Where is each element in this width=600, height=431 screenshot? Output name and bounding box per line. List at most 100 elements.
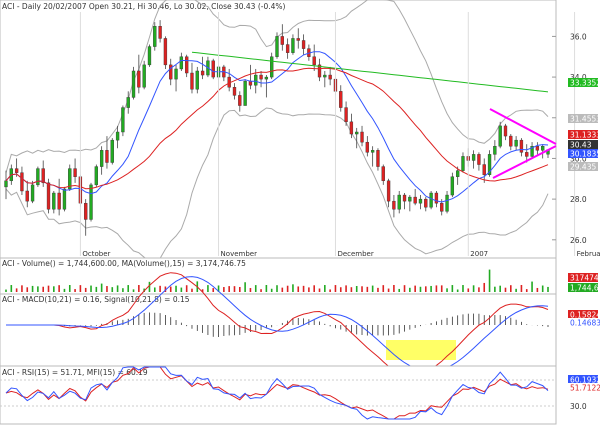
volume-bar	[201, 289, 204, 292]
volume-bar	[228, 286, 230, 292]
volume-bar	[334, 285, 337, 292]
y-tick-label: 26.0	[570, 236, 587, 245]
candle-body	[285, 44, 290, 53]
candle-body	[365, 141, 369, 153]
volume-bar	[254, 285, 257, 292]
volume-bar	[63, 288, 66, 292]
candle-body	[317, 64, 322, 78]
volume-bar	[116, 285, 119, 292]
candle-body	[4, 180, 8, 188]
price-value-label: 30.43	[570, 141, 592, 150]
volume-bar	[494, 286, 496, 292]
candle-body	[169, 64, 173, 80]
candle-body	[280, 36, 284, 45]
volume-bar	[180, 287, 183, 292]
volume-bar	[414, 285, 416, 292]
ma-red-line	[5, 67, 549, 190]
candle-body	[461, 156, 465, 171]
candle-body	[370, 150, 375, 153]
volume-bar	[361, 286, 363, 292]
candle-body	[110, 139, 114, 163]
candle-body	[259, 74, 263, 80]
candle-body	[301, 40, 306, 49]
rsi-panel	[0, 365, 557, 425]
volume-bar	[525, 289, 528, 292]
volume-bar	[26, 287, 29, 292]
candle-body	[62, 188, 67, 210]
rsi-title: ACI - RSI(15) = 51.71, MFI(15) = 60.19	[2, 368, 148, 377]
volume-bar	[536, 287, 539, 292]
candle-body	[386, 180, 391, 202]
ma-blue-line	[5, 51, 549, 203]
volume-bar	[472, 285, 475, 292]
volume-bar	[10, 285, 13, 292]
volume-bar	[483, 282, 486, 292]
volume-bar	[520, 285, 523, 292]
candle-body	[195, 70, 199, 90]
volume-bar	[79, 285, 82, 292]
candle-body	[73, 168, 77, 177]
volume-bar	[387, 288, 390, 292]
candle-body	[487, 154, 492, 175]
volume-bar	[106, 286, 108, 292]
candle-body	[115, 131, 120, 141]
volume-bar	[324, 285, 326, 292]
candle-body	[291, 38, 295, 53]
mfi-line	[5, 366, 549, 420]
candle-body	[519, 139, 524, 153]
candle-body	[99, 150, 104, 167]
volume-bar	[185, 285, 188, 292]
y-tick-label: 34.0	[570, 73, 587, 82]
volume-bar	[122, 288, 124, 292]
volume-bar	[377, 287, 379, 292]
candle-body	[296, 38, 300, 41]
volume-bar	[286, 285, 289, 292]
volume-bar	[398, 288, 401, 292]
candle-body	[57, 192, 61, 210]
candle-body	[493, 146, 497, 155]
volume-bar	[15, 288, 18, 292]
price-value-box	[568, 78, 598, 87]
volume-bar	[308, 287, 310, 292]
volume-bar	[260, 289, 262, 292]
volume-bar	[419, 286, 422, 292]
volume-bar	[239, 286, 241, 292]
price-value-box	[568, 162, 598, 171]
candle-body	[137, 70, 141, 88]
volume-bar	[281, 287, 284, 292]
candle-body	[126, 97, 130, 108]
candle-body	[503, 125, 508, 137]
volume-bar	[217, 285, 220, 292]
candle-body	[232, 87, 237, 96]
rsi-value-box	[568, 375, 598, 384]
candle-body	[445, 194, 449, 212]
y-tick-label: 30.0	[570, 154, 587, 163]
candle-body	[158, 26, 162, 39]
candle-body	[68, 168, 72, 190]
volume-value-box	[568, 273, 598, 282]
price-value-box	[568, 114, 598, 123]
volume-bar	[42, 286, 44, 292]
macd-signal-line	[6, 276, 549, 373]
macd-title: ACI - MACD(10,21) = 0.16, Signal(10,21,8…	[2, 295, 190, 304]
x-tick-label: October	[82, 250, 110, 258]
volume-bar	[318, 288, 321, 292]
volume-bar	[212, 288, 215, 292]
candle-body	[190, 72, 194, 90]
volume-bar	[138, 285, 140, 292]
volume-bar	[159, 285, 161, 292]
volume-bar	[478, 287, 480, 292]
candle-body	[254, 74, 258, 86]
volume-bar	[462, 285, 464, 292]
volume-bar	[47, 285, 50, 292]
candle-body	[323, 74, 327, 78]
rsi-y-tick-label: 30.0	[570, 402, 587, 411]
volume-value-label: 1,744,600	[570, 284, 600, 293]
volume-bar	[430, 285, 432, 292]
macd-value-label: 0.146833	[570, 319, 600, 328]
price-value-label: 31.4553	[570, 115, 600, 124]
volume-bar	[68, 285, 71, 292]
volume-bar	[249, 288, 252, 292]
volume-bar	[111, 287, 114, 292]
candle-body	[142, 64, 146, 88]
